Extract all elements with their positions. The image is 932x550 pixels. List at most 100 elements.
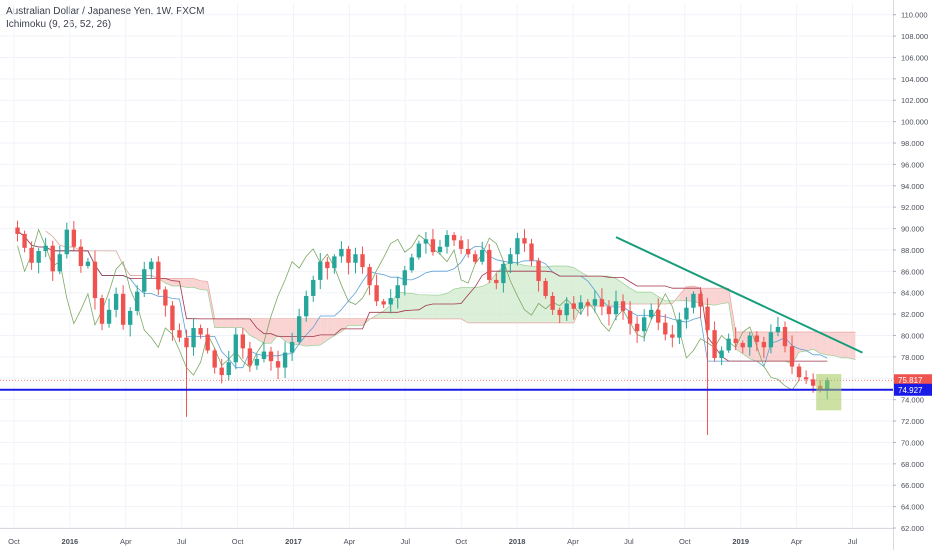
candle-body [318,261,323,280]
candle-body [120,293,126,325]
cloud-segment [418,294,426,319]
cloud-segment [630,288,638,305]
candle-body [381,301,386,305]
cloud-segment [334,318,342,336]
cloud-segment [616,278,624,305]
cloud-segment [355,318,363,326]
senkou-b-line [45,230,856,333]
cloud-segment [179,278,187,288]
candle-body [726,338,731,351]
y-tick-label: 64.000 [901,503,924,512]
candle-body [747,335,752,348]
cloud-segment [813,331,821,354]
cloud-segment [263,318,271,344]
indicator-label: Ichimoku (9, 26, 52, 26) [6,19,112,30]
cloud-segment [834,332,842,358]
x-tick-label: Oct [8,537,21,546]
cloud-segment [235,318,243,328]
cloud-segment [475,286,483,323]
y-tick-label: 90.000 [901,225,924,234]
candle-body [789,346,795,367]
cloud-segment [186,278,194,288]
candle-body [627,310,633,324]
y-tick-label: 104.000 [901,75,928,84]
cloud-segment [341,318,349,332]
candle-body [761,341,767,348]
candle-body [127,310,133,325]
x-tick-label: Apr [567,537,579,546]
candle-body [733,338,738,343]
candle-body [304,295,309,317]
candle-body [691,293,696,308]
candle-body [99,298,105,324]
y-tick-label: 102.000 [901,96,928,105]
candle-body [360,254,365,268]
cloud-segment [799,331,807,353]
cloud-segment [432,294,440,319]
candle-body [641,317,647,332]
cloud-segment [517,263,525,323]
symbol-title: Australian Dollar / Japanese Yen, 1W, FX… [6,6,205,17]
price-axis[interactable]: 110.000 108.000 106.000 104.000 102.000 100.0… [893,0,932,550]
candle-body [367,267,372,286]
y-tick-label: 110.000 [901,11,928,20]
y-tick-label: 106.000 [901,53,928,62]
cloud-segment [637,292,645,305]
support-price-label: 74.927 [898,386,923,395]
cloud-segment [172,278,180,287]
candle-body [325,261,330,269]
candle-body [430,239,436,253]
candle-body [592,299,598,306]
cloud-segment [228,318,236,328]
x-tick-label: Jul [401,537,411,546]
candle-body [395,285,400,299]
candle-body [508,254,513,264]
candle-body [437,246,443,253]
candle-body [71,229,77,247]
cloud-segment [524,265,532,323]
y-tick-label: 66.000 [901,481,924,490]
cloud-segment [320,318,328,346]
candle-body [613,301,619,315]
cloud-segment [200,280,208,291]
candle-body [444,234,450,247]
candle-body [29,247,34,263]
candle-body [191,328,196,348]
tenkan-sen-line [17,230,828,369]
candle-body [698,293,703,307]
candle-body [339,248,344,257]
candle-body [402,270,407,286]
x-tick-label: Jul [624,537,634,546]
price-axis-bg [893,0,932,550]
candle-body [705,306,710,331]
y-tick-label: 108.000 [901,32,928,41]
candle-body [451,234,457,241]
cloud-segment [242,318,250,336]
candle-body [754,335,760,342]
candle-body [416,243,422,258]
candle-body [170,305,175,331]
candle-body [388,298,393,305]
candle-body [346,248,351,263]
cloud-segment [580,271,588,307]
candle-body [78,246,84,266]
candle-body [473,254,478,262]
time-axis[interactable]: Oct 2016 Apr Jul Oct 2017 Apr Jul Oct 2018 Apr Jul O… [0,528,893,547]
candle-body [578,302,583,309]
y-tick-label: 74.000 [901,396,924,405]
candle-body [458,240,464,249]
y-tick-label: 68.000 [901,460,924,469]
candle-body [22,233,27,248]
candle-body [620,301,626,311]
candle-body [501,263,506,284]
candle-body [536,260,541,281]
cloud-segment [714,288,722,306]
cloud-segment [207,281,215,328]
candle-body [677,319,682,338]
candle-body [268,351,274,362]
candle-body [149,261,154,270]
cloud-segment [672,294,680,304]
cloud-segment [820,331,828,355]
candle-body [163,289,168,306]
